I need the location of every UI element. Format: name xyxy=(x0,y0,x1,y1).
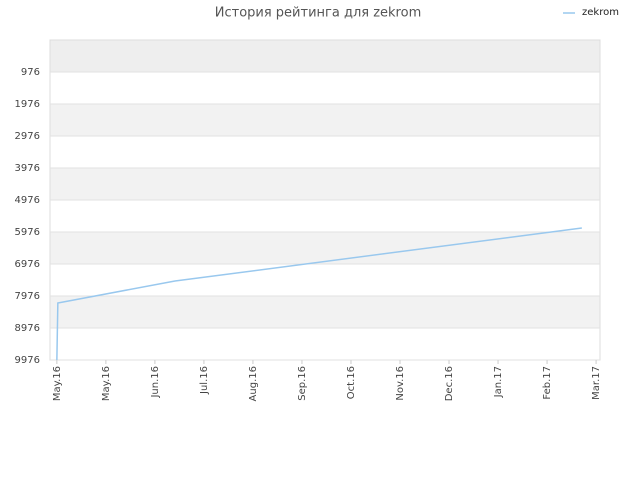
y-tick-label: 9976 xyxy=(15,355,40,366)
x-tick-label: May.16 xyxy=(52,366,63,401)
x-tick-label: May.16 xyxy=(101,366,112,401)
y-tick-label: 6976 xyxy=(15,259,40,270)
y-tick-label: 2976 xyxy=(15,131,40,142)
y-tick-label: 8976 xyxy=(15,323,40,334)
y-tick-label: 976 xyxy=(21,67,40,78)
y-tick-label: 3976 xyxy=(15,163,40,174)
plot-band xyxy=(50,104,600,136)
y-tick-label: 4976 xyxy=(15,195,40,206)
plot-band xyxy=(50,200,600,232)
x-tick-label: Dec.16 xyxy=(444,366,455,401)
plot-band xyxy=(50,136,600,168)
data-line xyxy=(56,227,582,361)
x-tick-label: Feb.17 xyxy=(542,366,553,400)
chart-title: История рейтинга для zekrom xyxy=(215,6,421,21)
y-tick-label: 7976 xyxy=(15,291,40,302)
y-tick-label: 5976 xyxy=(15,227,40,238)
plot-band xyxy=(50,40,600,72)
plot-band xyxy=(50,296,600,328)
x-tick-label: Jan.17 xyxy=(493,366,504,398)
x-tick-label: Mar.17 xyxy=(591,366,602,400)
legend-label: zekrom xyxy=(582,7,619,18)
x-tick-label: Oct.16 xyxy=(346,366,357,399)
y-tick-label: 1976 xyxy=(15,99,40,110)
plot-band xyxy=(50,264,600,296)
plot-band xyxy=(50,168,600,200)
plot-band xyxy=(50,328,600,360)
x-tick-label: Aug.16 xyxy=(248,366,259,401)
x-tick-label: Jun.16 xyxy=(150,366,161,399)
x-tick-label: Jul.16 xyxy=(199,366,210,395)
x-tick-label: Nov.16 xyxy=(395,366,406,401)
plot-band xyxy=(50,72,600,104)
x-tick-label: Sep.16 xyxy=(297,366,308,401)
